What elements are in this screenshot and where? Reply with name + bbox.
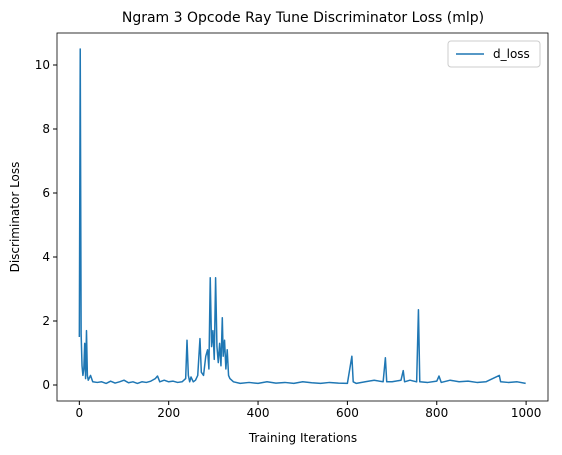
x-tick-label: 400: [247, 406, 270, 420]
x-tick-label: 800: [425, 406, 448, 420]
y-tick-label: 8: [42, 122, 50, 136]
x-tick-label: 1000: [511, 406, 542, 420]
legend-label: d_loss: [493, 47, 530, 61]
y-tick-label: 6: [42, 186, 50, 200]
y-axis-label: Discriminator Loss: [8, 162, 22, 273]
data-line: [78, 48, 526, 385]
plot-frame: [56, 32, 549, 402]
x-tick-label: 200: [157, 406, 180, 420]
x-axis-label: Training Iterations: [248, 431, 357, 445]
y-tick-label: 10: [35, 58, 50, 72]
y-tick-label: 2: [42, 314, 50, 328]
legend-box: [447, 40, 541, 68]
y-tick-label: 0: [42, 378, 50, 392]
y-tick-label: 4: [42, 250, 50, 264]
x-tick-label: 0: [76, 406, 84, 420]
chart-title: Ngram 3 Opcode Ray Tune Discriminator Lo…: [122, 10, 484, 26]
x-tick-label: 600: [336, 406, 359, 420]
